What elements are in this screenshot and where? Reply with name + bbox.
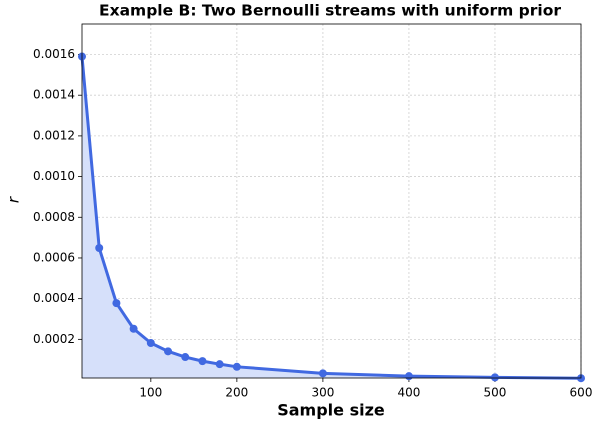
x-tick-label: 500 [484,386,507,400]
point [198,357,207,366]
point [215,360,224,369]
y-tick-label: 0.0012 [33,128,75,142]
plot-frame [81,23,582,379]
y-tick-label: 0.0006 [33,250,75,264]
y-tick-label: 0.0016 [33,47,75,61]
y-tick-label: 0.0008 [33,210,75,224]
chart-title: Example B: Two Bernoulli streams with un… [99,2,561,20]
point [112,299,121,308]
line [80,56,582,380]
point [232,362,241,371]
x-tick-label: 100 [139,386,162,400]
x-tick-label: 600 [570,386,593,400]
point [129,324,138,333]
y-tick-label: 0.0004 [33,291,75,305]
point [318,369,327,378]
x-axis-label: Sample size [277,401,385,420]
point [164,347,173,356]
y-tick-label: 0.0014 [33,88,75,102]
point [95,243,104,252]
point [181,353,190,362]
y-tick-label: 0.0002 [33,332,75,346]
point [490,373,499,382]
x-tick-label: 200 [225,386,248,400]
x-tick-label: 300 [311,386,334,400]
y-tick-label: 0.0010 [33,169,75,183]
y-axis-label: r [5,196,23,203]
x-tick-label: 400 [397,386,420,400]
point [404,372,413,381]
point [146,339,155,348]
area [82,56,581,379]
